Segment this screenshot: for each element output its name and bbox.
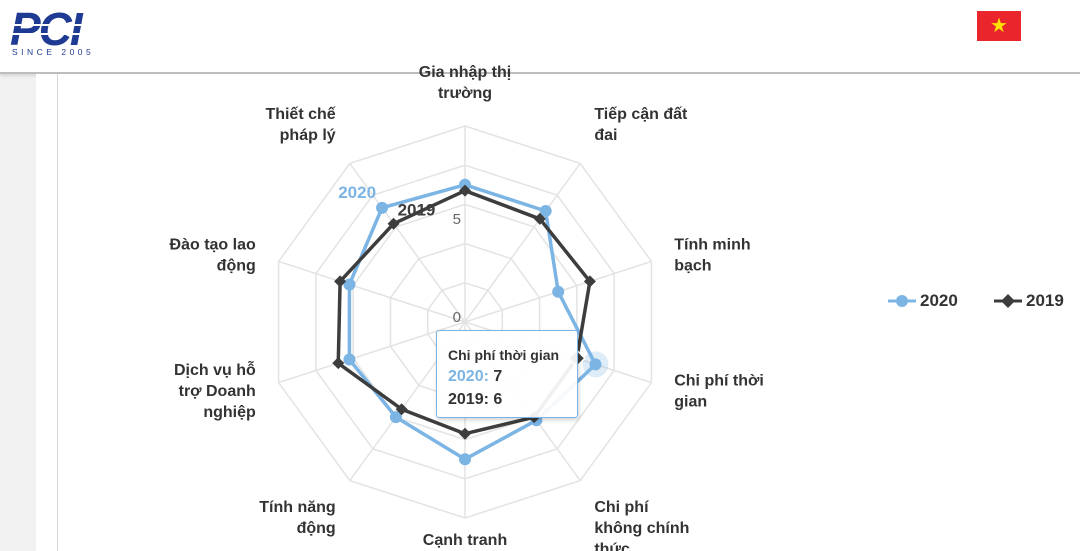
logo-stripe	[10, 33, 106, 35]
tooltip-value: 7	[493, 368, 503, 385]
category-label: động	[217, 258, 256, 275]
data-point-2019	[459, 427, 471, 440]
flag-star-icon: ★	[990, 15, 1008, 37]
logo-wordmark: PCI	[10, 3, 83, 55]
category-label: đai	[594, 127, 617, 144]
category-label: thức	[594, 541, 630, 551]
data-point-2020	[343, 278, 356, 291]
data-point-2020	[459, 453, 471, 466]
radial-tick-label: 5	[453, 211, 461, 228]
data-point-2020	[539, 205, 552, 218]
series-tag-labels: 2020 2019	[338, 183, 435, 220]
category-label: Tính năng	[259, 499, 335, 516]
data-point-2019	[395, 403, 408, 416]
category-label: trợ Doanh	[179, 383, 256, 400]
category-label: Chi phí	[594, 499, 649, 516]
tooltip-row-2019: 2019: 6	[448, 391, 502, 409]
chart-tooltip: Chi phí thời gian 2020: 7 2019: 6	[436, 330, 578, 418]
radial-tick-label: 0	[453, 309, 461, 326]
radar-series	[332, 178, 609, 466]
category-label: Cạnh tranh	[423, 532, 507, 549]
tooltip-value: 6	[493, 391, 503, 408]
category-label: bạch	[674, 258, 711, 275]
series-tag-2019: 2019	[398, 201, 436, 220]
tooltip-row-2020: 2020: 7	[448, 368, 502, 386]
data-point-2020	[589, 358, 602, 371]
grid-spoke	[278, 321, 466, 384]
legend-marker-circle-icon	[888, 295, 916, 307]
grid-spoke	[464, 162, 581, 323]
pci-logo[interactable]: PCI SINCE 2005	[10, 3, 110, 58]
grid-spoke	[278, 260, 466, 323]
radial-tick-labels: 05	[453, 211, 461, 326]
category-label: không chính	[594, 520, 689, 537]
category-label: Gia nhập thị	[419, 64, 511, 81]
data-point-2019	[334, 275, 347, 288]
panel-divider	[57, 74, 58, 551]
category-label: gian	[674, 393, 707, 410]
category-label: nghiệp	[203, 404, 256, 421]
vietnam-flag-icon[interactable]: ★	[977, 11, 1021, 41]
data-point-2019	[459, 184, 471, 197]
legend-item-2019[interactable]: 2019	[994, 290, 1074, 312]
data-point-2019	[583, 275, 596, 288]
category-label: Chi phí thời	[674, 372, 764, 389]
grid-spoke	[349, 162, 466, 323]
data-point-2019	[533, 212, 546, 225]
tooltip-key: 2019:	[448, 391, 489, 408]
data-point-2020	[343, 353, 356, 366]
series-tag-2020: 2020	[338, 183, 376, 202]
category-label: Tính minh	[674, 237, 750, 254]
logo-tagline: SINCE 2005	[12, 47, 95, 57]
category-label: động	[297, 520, 336, 537]
data-point-2020	[389, 411, 402, 424]
data-point-2019	[332, 357, 345, 370]
category-label: pháp lý	[280, 127, 336, 144]
tooltip-title: Chi phí thời gian	[448, 347, 560, 363]
legend-marker-diamond-icon	[994, 294, 1022, 308]
category-label: Dịch vụ hỗ	[174, 360, 256, 379]
category-labels: Gia nhập thị trường Tiếp cận đất đai Tính mi…	[170, 64, 764, 551]
data-point-2020	[552, 285, 565, 298]
chart-panel	[36, 74, 1080, 551]
data-point-2019	[387, 217, 400, 230]
series-line-2020	[347, 183, 598, 461]
legend-item-2020[interactable]: 2020	[888, 290, 968, 312]
category-label: Thiết chế	[265, 106, 335, 123]
logo-stripe	[10, 24, 106, 26]
category-label: Tiếp cận đất	[594, 106, 688, 123]
page-header: PCI SINCE 2005 ★	[0, 0, 1080, 74]
legend-label: 2019	[1026, 291, 1064, 310]
legend-label: 2020	[920, 291, 958, 310]
tooltip-key: 2020:	[448, 368, 489, 385]
data-point-2020	[376, 201, 389, 214]
category-label: trường	[438, 85, 492, 102]
category-label: Đào tạo lao	[170, 237, 256, 254]
